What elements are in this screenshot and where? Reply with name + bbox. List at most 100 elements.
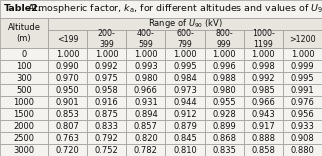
Bar	[87, 30, 126, 48]
Bar	[244, 96, 283, 108]
Bar	[204, 30, 244, 48]
Bar	[244, 120, 283, 132]
Bar	[0, 18, 48, 48]
Text: 0.995: 0.995	[173, 62, 197, 71]
Bar	[283, 132, 322, 144]
Text: 2500: 2500	[14, 134, 34, 143]
Text: 0.833: 0.833	[95, 122, 119, 131]
Text: 1000-
1199: 1000- 1199	[252, 29, 275, 49]
Bar	[283, 120, 322, 132]
Text: 0.958: 0.958	[95, 86, 118, 95]
Text: 0.985: 0.985	[251, 86, 275, 95]
Text: 0.810: 0.810	[173, 146, 197, 155]
Bar	[0, 60, 48, 72]
Bar	[48, 96, 87, 108]
Bar	[48, 120, 87, 132]
Text: 0.992: 0.992	[95, 62, 118, 71]
Text: 0.991: 0.991	[291, 86, 314, 95]
Text: 0.807: 0.807	[56, 122, 80, 131]
Text: 0.763: 0.763	[56, 134, 80, 143]
Text: 0.966: 0.966	[251, 98, 275, 107]
Text: 0.992: 0.992	[251, 74, 275, 83]
Bar	[283, 48, 322, 60]
Bar	[126, 84, 166, 96]
Text: 500: 500	[16, 86, 32, 95]
Text: 1000: 1000	[14, 98, 34, 107]
Bar	[126, 132, 166, 144]
Bar	[126, 144, 166, 156]
Text: 0.980: 0.980	[212, 86, 236, 95]
Bar	[166, 120, 204, 132]
Text: 0.879: 0.879	[173, 122, 197, 131]
Text: 0.999: 0.999	[291, 62, 314, 71]
Bar	[204, 144, 244, 156]
Bar	[244, 108, 283, 120]
Text: 0.894: 0.894	[134, 110, 158, 119]
Text: Range of $U_{90}$ (kV): Range of $U_{90}$ (kV)	[147, 17, 223, 30]
Text: Atmospheric factor, $k_{\mathrm{a}}$, for different altitudes and values of $U_{: Atmospheric factor, $k_{\mathrm{a}}$, fo…	[24, 2, 322, 15]
Bar	[87, 108, 126, 120]
Text: 0.858: 0.858	[251, 146, 275, 155]
Bar	[0, 0, 322, 18]
Bar	[126, 30, 166, 48]
Text: 0.931: 0.931	[134, 98, 158, 107]
Bar	[204, 132, 244, 144]
Bar	[283, 60, 322, 72]
Text: 0.933: 0.933	[290, 122, 314, 131]
Text: 0.875: 0.875	[95, 110, 119, 119]
Text: 0.901: 0.901	[56, 98, 80, 107]
Text: 0.996: 0.996	[212, 62, 236, 71]
Bar	[87, 120, 126, 132]
Text: 0.857: 0.857	[134, 122, 158, 131]
Text: 0.912: 0.912	[173, 110, 197, 119]
Bar	[126, 108, 166, 120]
Text: <199: <199	[57, 34, 78, 44]
Bar	[0, 108, 48, 120]
Text: 100: 100	[16, 62, 32, 71]
Bar	[244, 30, 283, 48]
Bar	[87, 132, 126, 144]
Text: 0.975: 0.975	[95, 74, 118, 83]
Bar	[126, 60, 166, 72]
Bar	[283, 108, 322, 120]
Text: 0.944: 0.944	[173, 98, 197, 107]
Text: 0: 0	[22, 50, 27, 59]
Text: 0.928: 0.928	[212, 110, 236, 119]
Bar	[204, 48, 244, 60]
Bar	[48, 108, 87, 120]
Text: 1.000: 1.000	[251, 50, 275, 59]
Bar	[0, 96, 48, 108]
Bar	[87, 72, 126, 84]
Text: 0.917: 0.917	[251, 122, 275, 131]
Bar	[204, 120, 244, 132]
Text: 400-
599: 400- 599	[137, 29, 155, 49]
Bar	[244, 60, 283, 72]
Text: 0.916: 0.916	[95, 98, 118, 107]
Text: 0.835: 0.835	[212, 146, 236, 155]
Bar	[0, 132, 48, 144]
Bar	[166, 72, 204, 84]
Bar	[244, 132, 283, 144]
Bar	[166, 96, 204, 108]
Bar	[244, 144, 283, 156]
Bar	[244, 48, 283, 60]
Text: 600-
799: 600- 799	[176, 29, 194, 49]
Text: 300: 300	[16, 74, 32, 83]
Bar	[87, 96, 126, 108]
Bar	[166, 84, 204, 96]
Bar	[0, 144, 48, 156]
Text: 0.888: 0.888	[251, 134, 275, 143]
Text: 0.984: 0.984	[173, 74, 197, 83]
Bar	[48, 72, 87, 84]
Bar	[166, 60, 204, 72]
Text: 0.950: 0.950	[56, 86, 80, 95]
Text: 0.990: 0.990	[56, 62, 80, 71]
Bar	[283, 72, 322, 84]
Text: Table2.: Table2.	[4, 5, 43, 13]
Text: 1.000: 1.000	[56, 50, 80, 59]
Bar	[283, 30, 322, 48]
Bar	[204, 60, 244, 72]
Text: 0.899: 0.899	[212, 122, 236, 131]
Text: 1.000: 1.000	[95, 50, 118, 59]
Text: 0.880: 0.880	[290, 146, 314, 155]
